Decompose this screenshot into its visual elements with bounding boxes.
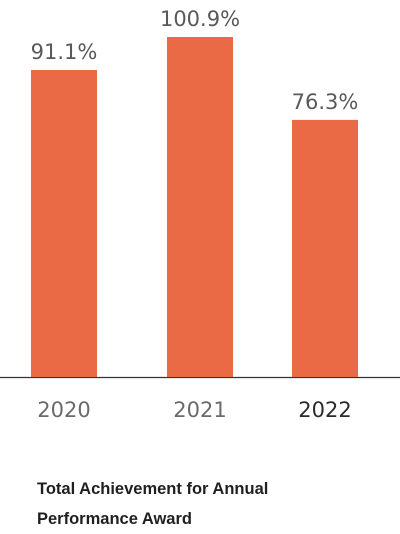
x-tick-label-2021: 2021 xyxy=(173,398,226,422)
chart-title-line-2: Performance Award xyxy=(37,510,192,528)
chart-title: Total Achievement for Annual Performance… xyxy=(37,474,387,534)
bar-chart: 91.1% 100.9% 76.3% 2020 2021 2022 xyxy=(0,7,400,422)
bar-2020 xyxy=(31,70,97,377)
value-label-2022: 76.3% xyxy=(292,90,359,114)
bar-2022 xyxy=(292,119,358,377)
x-tick-label-2022: 2022 xyxy=(298,398,351,422)
x-tick-label-2020: 2020 xyxy=(37,398,90,422)
value-label-2020: 91.1% xyxy=(31,40,98,64)
bar-2021 xyxy=(167,37,233,377)
chart-title-line-1: Total Achievement for Annual xyxy=(37,480,269,498)
value-label-2021: 100.9% xyxy=(160,7,240,31)
